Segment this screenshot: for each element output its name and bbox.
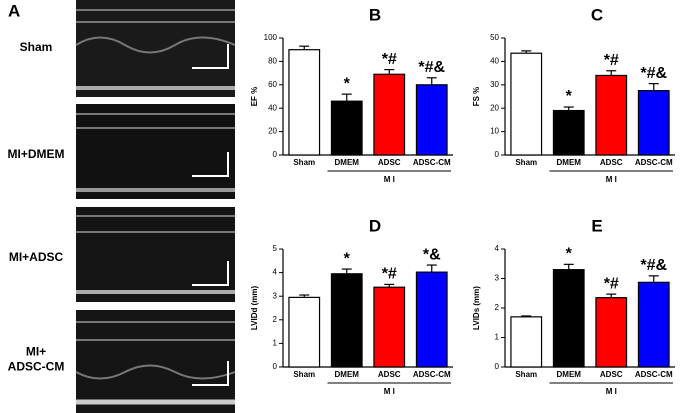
significance-mark: *& (423, 246, 441, 263)
y-tick-label: 20 (268, 127, 277, 136)
significance-mark: *#& (418, 59, 445, 76)
significance-mark: *#& (640, 65, 667, 82)
bar (330, 100, 363, 156)
panel-letter: E (591, 216, 602, 235)
significance-mark: * (344, 75, 351, 92)
bar (373, 73, 406, 156)
y-tick-label: 40 (490, 57, 499, 66)
bar (415, 271, 448, 368)
row-label: MI+ADSC (9, 250, 64, 264)
bar (373, 286, 406, 368)
significance-mark: *#& (640, 257, 667, 274)
x-tick-label: ADSC-CM (635, 158, 673, 167)
panel-letter: A (8, 1, 20, 20)
bar (595, 297, 628, 368)
x-tick-label: ADSC (600, 370, 623, 379)
y-tick-label: 2 (495, 303, 500, 312)
y-axis-label: EF % (250, 87, 259, 107)
y-tick-label: 10 (490, 127, 499, 136)
x-tick-label: DMEM (557, 158, 582, 167)
x-tick-label: ADSC-CM (635, 370, 673, 379)
group-label: M I (384, 175, 395, 184)
y-tick-label: 0 (273, 362, 278, 371)
y-tick-label: 4 (495, 244, 500, 253)
x-tick-label: DMEM (557, 370, 582, 379)
bar (510, 52, 543, 156)
y-tick-label: 1 (495, 333, 500, 342)
y-tick-label: 0 (495, 362, 500, 371)
significance-mark: *# (382, 51, 397, 68)
panel-letter: C (591, 5, 603, 24)
y-axis-label: LVIDs (mm) (472, 286, 481, 330)
bar (552, 269, 585, 368)
panel-letter: D (369, 216, 381, 235)
row-label: MI+ ADSC-CM (8, 345, 65, 374)
x-tick-label: ADSC (378, 370, 401, 379)
group-label: M I (606, 387, 617, 396)
y-tick-label: 80 (268, 57, 277, 66)
bar (637, 90, 670, 156)
y-tick-label: 100 (264, 33, 278, 42)
y-tick-label: 1 (273, 339, 278, 348)
y-tick-label: 20 (490, 103, 499, 112)
x-tick-label: Sham (293, 158, 315, 167)
bar (637, 281, 670, 368)
x-tick-label: ADSC-CM (413, 370, 451, 379)
bar (288, 296, 321, 368)
x-tick-label: ADSC (600, 158, 623, 167)
y-tick-label: 4 (273, 268, 278, 277)
y-tick-label: 3 (495, 274, 500, 283)
row-label: MI+DMEM (8, 147, 65, 161)
row-label: Sham (20, 40, 53, 54)
group-label: M I (384, 387, 395, 396)
significance-mark: * (344, 250, 351, 267)
significance-mark: * (566, 88, 573, 105)
y-tick-label: 30 (490, 80, 499, 89)
x-tick-label: Sham (515, 158, 537, 167)
x-tick-label: DMEM (335, 370, 360, 379)
significance-mark: * (566, 246, 573, 263)
y-tick-label: 5 (273, 244, 278, 253)
bar (595, 74, 628, 156)
group-label: M I (606, 175, 617, 184)
bar (330, 273, 363, 368)
bar (510, 316, 543, 368)
y-axis-label: FS % (472, 87, 481, 107)
x-tick-label: DMEM (335, 158, 360, 167)
significance-mark: *# (604, 52, 619, 69)
y-tick-label: 60 (268, 80, 277, 89)
bar (552, 109, 585, 156)
y-tick-label: 40 (268, 103, 277, 112)
y-tick-label: 2 (273, 315, 278, 324)
bar (288, 49, 321, 156)
x-tick-label: Sham (293, 370, 315, 379)
bar (415, 84, 448, 156)
significance-mark: *# (604, 275, 619, 292)
y-tick-label: 0 (495, 150, 500, 159)
significance-mark: *# (382, 266, 397, 283)
y-tick-label: 0 (273, 150, 278, 159)
x-tick-label: ADSC (378, 158, 401, 167)
x-tick-label: ADSC-CM (413, 158, 451, 167)
panel-letter: B (369, 5, 381, 24)
y-axis-label: LVIDd (mm) (250, 286, 259, 331)
y-tick-label: 3 (273, 291, 278, 300)
echo-images (75, 0, 236, 413)
x-tick-label: Sham (515, 370, 537, 379)
y-tick-label: 50 (490, 33, 499, 42)
